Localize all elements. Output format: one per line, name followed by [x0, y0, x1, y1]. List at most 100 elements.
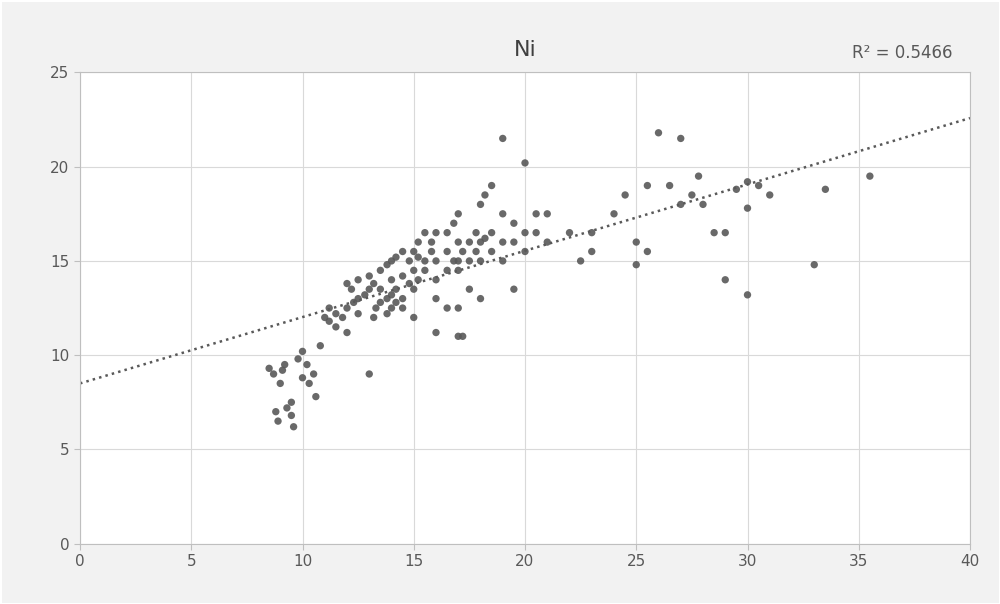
- Point: [321, 303, 337, 313]
- Point: [339, 278, 355, 288]
- Text: R² = 0.5466: R² = 0.5466: [852, 44, 952, 62]
- Point: [401, 278, 417, 288]
- Point: [346, 298, 362, 307]
- Point: [301, 379, 317, 388]
- Point: [406, 266, 422, 275]
- Point: [450, 332, 466, 341]
- Point: [450, 303, 466, 313]
- Point: [517, 246, 533, 256]
- Point: [562, 228, 578, 237]
- Point: [366, 313, 382, 323]
- Point: [308, 392, 324, 402]
- Point: [410, 275, 426, 284]
- Point: [461, 256, 477, 266]
- Point: [306, 369, 322, 379]
- Point: [388, 298, 404, 307]
- Point: [461, 237, 477, 247]
- Point: [740, 290, 756, 300]
- Point: [270, 416, 286, 426]
- Point: [506, 219, 522, 228]
- Point: [584, 246, 600, 256]
- Point: [650, 128, 666, 138]
- Point: [410, 237, 426, 247]
- Point: [528, 228, 544, 237]
- Point: [740, 204, 756, 213]
- Point: [417, 256, 433, 266]
- Point: [350, 309, 366, 318]
- Point: [266, 369, 282, 379]
- Point: [384, 275, 400, 284]
- Point: [455, 332, 471, 341]
- Point: [628, 237, 644, 247]
- Point: [350, 294, 366, 303]
- Point: [477, 190, 493, 200]
- Point: [495, 133, 511, 143]
- Point: [357, 290, 373, 300]
- Point: [662, 181, 678, 190]
- Point: [335, 313, 351, 323]
- Point: [372, 266, 388, 275]
- Point: [417, 228, 433, 237]
- Point: [350, 275, 366, 284]
- Point: [395, 294, 411, 303]
- Point: [450, 266, 466, 275]
- Point: [268, 407, 284, 417]
- Point: [472, 256, 488, 266]
- Point: [495, 256, 511, 266]
- Point: [286, 422, 302, 432]
- Point: [395, 271, 411, 281]
- Point: [388, 252, 404, 262]
- Point: [446, 219, 462, 228]
- Point: [628, 260, 644, 269]
- Point: [539, 237, 555, 247]
- Point: [691, 172, 707, 181]
- Point: [417, 266, 433, 275]
- Point: [528, 209, 544, 219]
- Point: [272, 379, 288, 388]
- Point: [366, 278, 382, 288]
- Point: [424, 237, 440, 247]
- Point: [410, 252, 426, 262]
- Point: [439, 228, 455, 237]
- Point: [484, 228, 500, 237]
- Point: [379, 294, 395, 303]
- Point: [317, 313, 333, 323]
- Point: [506, 284, 522, 294]
- Point: [428, 256, 444, 266]
- Point: [862, 172, 878, 181]
- Point: [461, 284, 477, 294]
- Point: [277, 360, 293, 370]
- Point: [806, 260, 822, 269]
- Point: [639, 181, 655, 190]
- Point: [299, 360, 315, 370]
- Point: [406, 284, 422, 294]
- Point: [472, 199, 488, 209]
- Point: [468, 228, 484, 237]
- Point: [424, 246, 440, 256]
- Point: [495, 237, 511, 247]
- Point: [817, 184, 833, 194]
- Point: [361, 284, 377, 294]
- Title: Ni: Ni: [514, 40, 536, 60]
- Point: [384, 290, 400, 300]
- Point: [428, 328, 444, 338]
- Point: [294, 373, 310, 382]
- Point: [368, 303, 384, 313]
- Point: [274, 365, 290, 375]
- Point: [751, 181, 767, 190]
- Point: [673, 199, 689, 209]
- Point: [339, 303, 355, 313]
- Point: [517, 158, 533, 168]
- Point: [388, 284, 404, 294]
- Point: [717, 228, 733, 237]
- Point: [673, 133, 689, 143]
- Point: [606, 209, 622, 219]
- Point: [290, 354, 306, 364]
- Point: [484, 181, 500, 190]
- Point: [395, 303, 411, 313]
- Point: [361, 369, 377, 379]
- Point: [439, 266, 455, 275]
- Point: [477, 234, 493, 243]
- Point: [762, 190, 778, 200]
- Point: [312, 341, 328, 350]
